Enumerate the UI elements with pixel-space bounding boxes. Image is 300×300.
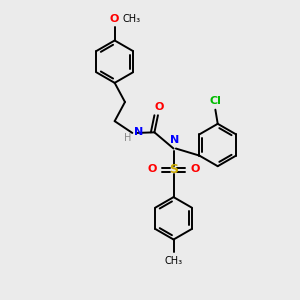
Text: S: S [169,163,178,176]
Text: O: O [147,164,157,174]
Text: Cl: Cl [209,95,221,106]
Text: O: O [190,164,200,174]
Text: O: O [110,14,119,24]
Text: CH₃: CH₃ [123,14,141,24]
Text: O: O [154,102,164,112]
Text: H: H [124,133,131,143]
Text: N: N [169,135,179,145]
Text: N: N [134,127,143,137]
Text: CH₃: CH₃ [164,256,183,266]
